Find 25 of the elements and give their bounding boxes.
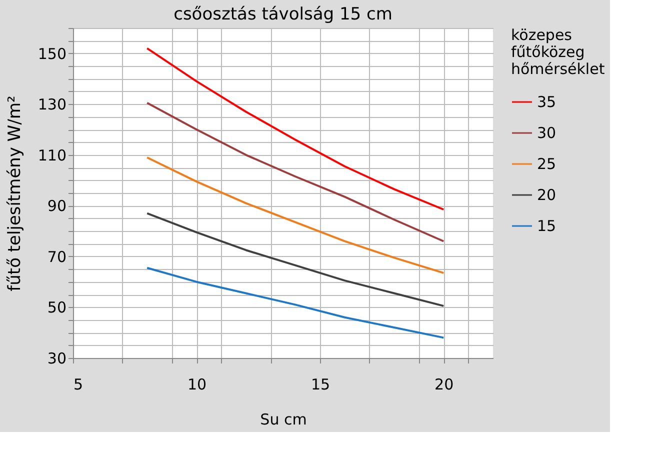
y-tick-label: 110 (38, 146, 66, 164)
x-tick-label: 10 (187, 376, 207, 394)
legend-label: 20 (537, 186, 556, 204)
y-tick-label: 90 (47, 197, 66, 216)
legend-label: 25 (537, 155, 556, 173)
line-series (146, 47, 445, 210)
line-series (146, 102, 445, 242)
line-series (146, 212, 445, 307)
y-tick-label: 30 (47, 350, 66, 368)
chart-title: csőosztás távolság 15 cm (174, 4, 392, 24)
x-tick-label: 15 (311, 376, 330, 394)
y-tick-label: 70 (47, 248, 66, 266)
line-series (146, 266, 445, 339)
legend-label: 15 (537, 217, 556, 235)
legend-title: közepes fűtőközeg hőmérséklet (511, 26, 605, 78)
y-tick-label: 130 (38, 96, 66, 114)
y-tick-label: 50 (47, 298, 66, 317)
x-axis-title: Su cm (260, 410, 307, 428)
legend-label: 35 (537, 93, 556, 111)
x-tick-label: 20 (434, 376, 454, 394)
y-tick-label: 150 (38, 44, 66, 63)
line-series (146, 156, 445, 274)
legend-label: 30 (537, 124, 556, 142)
y-axis-title: fűtő teljesítmény W/m² (4, 96, 25, 292)
x-tick-label: 5 (74, 376, 84, 394)
